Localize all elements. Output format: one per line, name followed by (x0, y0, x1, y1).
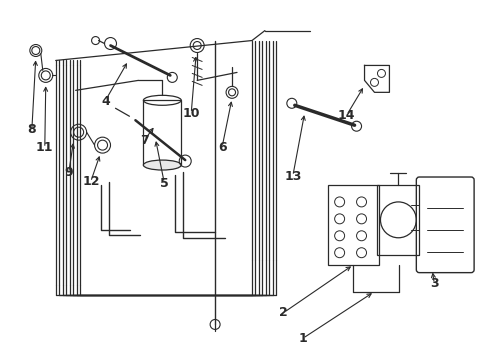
Bar (143, 100, 181, 165)
Bar (377, 185, 419, 255)
Text: 3: 3 (429, 278, 438, 291)
Text: 7: 7 (140, 134, 149, 147)
Text: 4: 4 (101, 95, 110, 108)
Text: 11: 11 (36, 141, 53, 154)
Text: 5: 5 (160, 177, 168, 190)
Text: 13: 13 (284, 170, 301, 183)
Text: 10: 10 (182, 107, 199, 120)
Text: 12: 12 (82, 175, 100, 188)
Ellipse shape (143, 160, 181, 170)
Bar (327, 185, 379, 265)
Text: 1: 1 (298, 332, 306, 345)
Text: 8: 8 (27, 123, 36, 136)
Text: 14: 14 (337, 109, 355, 122)
Text: 2: 2 (279, 306, 287, 319)
Text: 9: 9 (65, 166, 73, 179)
Text: 6: 6 (218, 141, 226, 154)
